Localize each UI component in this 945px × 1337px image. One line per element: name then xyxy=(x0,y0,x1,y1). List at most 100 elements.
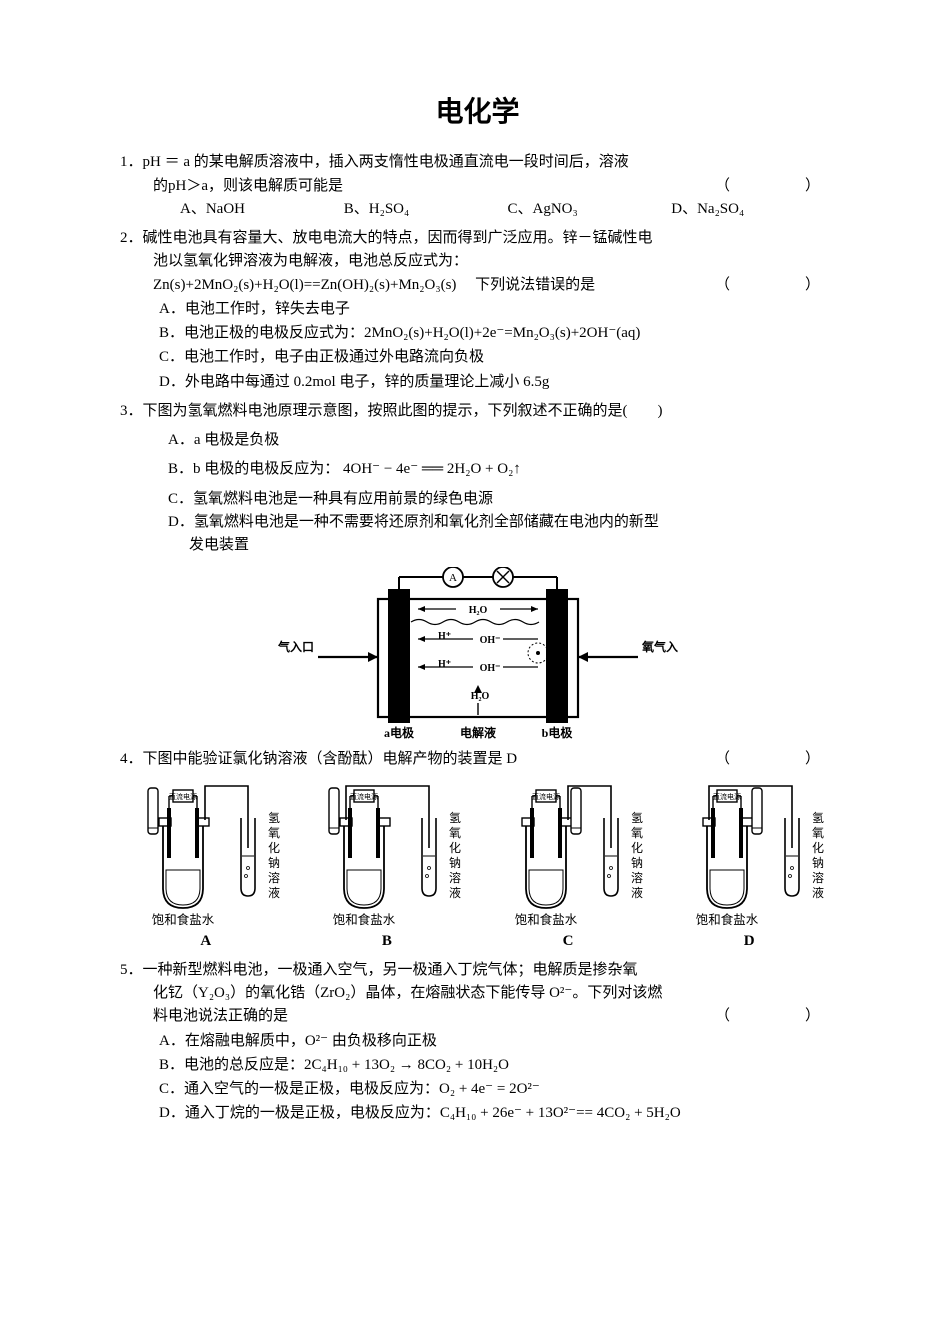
svg-text:饱和食盐水: 饱和食盐水 xyxy=(152,912,215,927)
q1-opt-d: D、Na₂SO₄ xyxy=(671,198,835,221)
q2-line1: 碱性电池具有容量大、放电电流大的特点，因而得到广泛应用。锌－锰碱性电 xyxy=(143,230,653,246)
svg-text:溶: 溶 xyxy=(812,870,824,885)
q5-opt-d: D．通入丁烷的一极是正极，电极反应为：C₄H₁₀ + 26e⁻ + 13O²⁻=… xyxy=(120,1102,835,1125)
fig-right-label: 氧气入口 xyxy=(641,639,678,654)
q3-opt-b-text: B．b 电极的电极反应为： 4OH⁻ − 4e⁻ ══ 2H₂O + O₂↑ xyxy=(168,461,521,477)
svg-text:化: 化 xyxy=(812,841,824,855)
svg-text:饱和食盐水: 饱和食盐水 xyxy=(514,912,577,927)
question-1: 1．pH ＝ a 的某电解质溶液中，插入两支惰性电极通直流电一段时间后，溶液 的… xyxy=(120,151,835,221)
q1-num: 1． xyxy=(120,154,143,170)
q4-stem-row: 4．下图中能验证氯化钠溶液（含酚酞）电解产物的装置是 D （ ） xyxy=(120,748,835,771)
q5-line1-row: 5．一种新型燃料电池，一极通入空气，另一极通入丁烷气体；电解质是掺杂氧 xyxy=(120,959,835,982)
q2-opt-d: D．外电路中每通过 0.2mol 电子，锌的质量理论上减小 6.5g xyxy=(120,371,835,394)
q4-stem: 下图中能验证氯化钠溶液（含酚酞）电解产物的装置是 D xyxy=(143,751,518,767)
q2-line1-row: 2．碱性电池具有容量大、放电电流大的特点，因而得到广泛应用。锌－锰碱性电 xyxy=(120,227,835,250)
q3-opt-c: C．氢氧燃料电池是一种具有应用前景的绿色电源 xyxy=(120,488,835,511)
q3-opt-d1: D．氢氧燃料电池是一种不需要将还原剂和氧化剂全部储藏在电池内的新型 xyxy=(120,511,835,534)
q4-fig-d: 直流电源氢氧化钠溶液饱和食盐水 D xyxy=(663,778,835,953)
apparatus-a-svg: 直流电源氢氧化钠溶液饱和食盐水 xyxy=(123,778,288,928)
svg-text:氧: 氧 xyxy=(268,826,280,840)
q5-line2: 化钇（Y₂O₃）的氧化锆（ZrO₂）晶体，在熔融状态下能传导 O²⁻。下列对该燃 xyxy=(120,982,835,1005)
fig-a-label: a电极 xyxy=(383,725,414,740)
q4-paren: （ ） xyxy=(715,748,835,771)
svg-text:氢: 氢 xyxy=(812,810,824,825)
svg-text:钠: 钠 xyxy=(631,855,643,870)
svg-text:A: A xyxy=(449,572,457,584)
page-title: 电化学 xyxy=(120,90,835,133)
q3-opt-a: A．a 电极是负极 xyxy=(120,429,835,452)
q1-line1: pH ＝ a 的某电解质溶液中，插入两支惰性电极通直流电一段时间后，溶液 xyxy=(143,154,629,170)
svg-text:化: 化 xyxy=(449,841,461,855)
svg-text:钠: 钠 xyxy=(268,855,280,870)
q3-stem-row: 3．下图为氢氧燃料电池原理示意图，按照此图的提示，下列叙述不正确的是( ) xyxy=(120,400,835,423)
q4-fig-a: 直流电源氢氧化钠溶液饱和食盐水 A xyxy=(120,778,292,953)
apparatus-d-svg: 直流电源氢氧化钠溶液饱和食盐水 xyxy=(667,778,832,928)
svg-text:氧: 氧 xyxy=(812,826,824,840)
q5-opt-a: A．在熔融电解质中，O²⁻ 由负极移向正极 xyxy=(120,1030,835,1053)
svg-text:钠: 钠 xyxy=(449,855,461,870)
q4-fig-b: 直流电源氢氧化钠溶液饱和食盐水 B xyxy=(301,778,473,953)
svg-text:直流电源: 直流电源 xyxy=(713,792,741,801)
q4-label-c: C xyxy=(482,930,654,953)
svg-text:液: 液 xyxy=(268,885,280,900)
svg-text:氢: 氢 xyxy=(268,810,280,825)
question-5: 5．一种新型燃料电池，一极通入空气，另一极通入丁烷气体；电解质是掺杂氧 化钇（Y… xyxy=(120,959,835,1126)
q2-line2: 池以氢氧化钾溶液为电解液，电池总反应式为： xyxy=(120,250,835,273)
q1-stem: 1．pH ＝ a 的某电解质溶液中，插入两支惰性电极通直流电一段时间后，溶液 xyxy=(120,151,835,174)
svg-text:H⁺: H⁺ xyxy=(438,631,451,642)
q5-line1: 一种新型燃料电池，一极通入空气，另一极通入丁烷气体；电解质是掺杂氧 xyxy=(143,962,638,978)
svg-text:钠: 钠 xyxy=(812,855,824,870)
q5-paren: （ ） xyxy=(715,1005,835,1028)
svg-text:OH⁻: OH⁻ xyxy=(479,635,500,646)
q1-opt-b: B、H₂SO₄ xyxy=(344,198,508,221)
svg-text:液: 液 xyxy=(449,885,461,900)
svg-text:液: 液 xyxy=(812,885,824,900)
q5-opt-b: B．电池的总反应是：2C₄H₁₀ + 13O₂ → 8CO₂ + 10H₂O xyxy=(120,1054,835,1077)
svg-text:溶: 溶 xyxy=(268,870,280,885)
q3-opt-b: B．b 电极的电极反应为： 4OH⁻ − 4e⁻ ══ 2H₂O + O₂↑ xyxy=(120,458,835,481)
q4-fig-c: 直流电源氢氧化钠溶液饱和食盐水 C xyxy=(482,778,654,953)
svg-text:H⁺: H⁺ xyxy=(438,659,451,670)
q3-opt-d2: 发电装置 xyxy=(120,534,835,557)
fig-b-label: b电极 xyxy=(541,725,573,740)
q4-figures: 直流电源氢氧化钠溶液饱和食盐水 A 直流电源氢氧化钠溶液饱和食盐水 B 直流电源… xyxy=(120,778,835,953)
fig-left-label: 氢气入口 xyxy=(278,639,314,654)
q3-num: 3． xyxy=(120,403,143,419)
svg-text:直流电源: 直流电源 xyxy=(350,792,378,801)
q4-num: 4． xyxy=(120,751,143,767)
svg-text:直流电源: 直流电源 xyxy=(532,792,560,801)
q2-opt-a: A．电池工作时，锌失去电子 xyxy=(120,298,835,321)
q1-line2: 的pH＞a，则该电解质可能是 xyxy=(153,178,343,194)
svg-text:溶: 溶 xyxy=(449,870,461,885)
q2-num: 2． xyxy=(120,230,143,246)
q3-figure: A H₂O OH⁻ OH⁻ H⁺ H⁺ xyxy=(120,567,835,742)
q5-line3-row: 料电池说法正确的是 （ ） xyxy=(120,1005,835,1028)
q1-opt-c: C、AgNO₃ xyxy=(508,198,672,221)
q5-line3: 料电池说法正确的是 xyxy=(153,1008,288,1024)
svg-text:氧: 氧 xyxy=(631,826,643,840)
svg-text:化: 化 xyxy=(268,841,280,855)
q2-paren: （ ） xyxy=(715,274,835,297)
question-3: 3．下图为氢氧燃料电池原理示意图，按照此图的提示，下列叙述不正确的是( ) A．… xyxy=(120,400,835,743)
svg-text:饱和食盐水: 饱和食盐水 xyxy=(695,912,758,927)
fig-mid-label: 电解液 xyxy=(459,725,495,740)
q2-equation: Zn(s)+2MnO₂(s)+H₂O(l)==Zn(OH)₂(s)+Mn₂O₃(… xyxy=(153,277,595,293)
fuel-cell-diagram: A H₂O OH⁻ OH⁻ H⁺ H⁺ xyxy=(278,567,678,742)
q4-label-b: B xyxy=(301,930,473,953)
apparatus-b-svg: 直流电源氢氧化钠溶液饱和食盐水 xyxy=(304,778,469,928)
q1-options: A、NaOH B、H₂SO₄ C、AgNO₃ D、Na₂SO₄ xyxy=(120,198,835,221)
q4-label-d: D xyxy=(663,930,835,953)
svg-text:氢: 氢 xyxy=(449,810,461,825)
svg-text:液: 液 xyxy=(631,885,643,900)
svg-text:氧: 氧 xyxy=(449,826,461,840)
q1-paren: （ ） xyxy=(715,175,835,198)
question-4: 4．下图中能验证氯化钠溶液（含酚酞）电解产物的装置是 D （ ） 直流电源氢氧化… xyxy=(120,748,835,953)
fig-h2o-top: H₂O xyxy=(468,605,487,616)
q1-line2-row: 的pH＞a，则该电解质可能是 （ ） xyxy=(120,175,835,198)
question-2: 2．碱性电池具有容量大、放电电流大的特点，因而得到广泛应用。锌－锰碱性电 池以氢… xyxy=(120,227,835,394)
svg-text:溶: 溶 xyxy=(631,870,643,885)
q5-num: 5． xyxy=(120,962,143,978)
q2-opt-c: C．电池工作时，电子由正极通过外电路流向负极 xyxy=(120,346,835,369)
svg-text:直流电源: 直流电源 xyxy=(169,792,197,801)
q2-opt-b: B．电池正极的电极反应式为：2MnO₂(s)+H₂O(l)+2e⁻=Mn₂O₃(… xyxy=(120,322,835,345)
